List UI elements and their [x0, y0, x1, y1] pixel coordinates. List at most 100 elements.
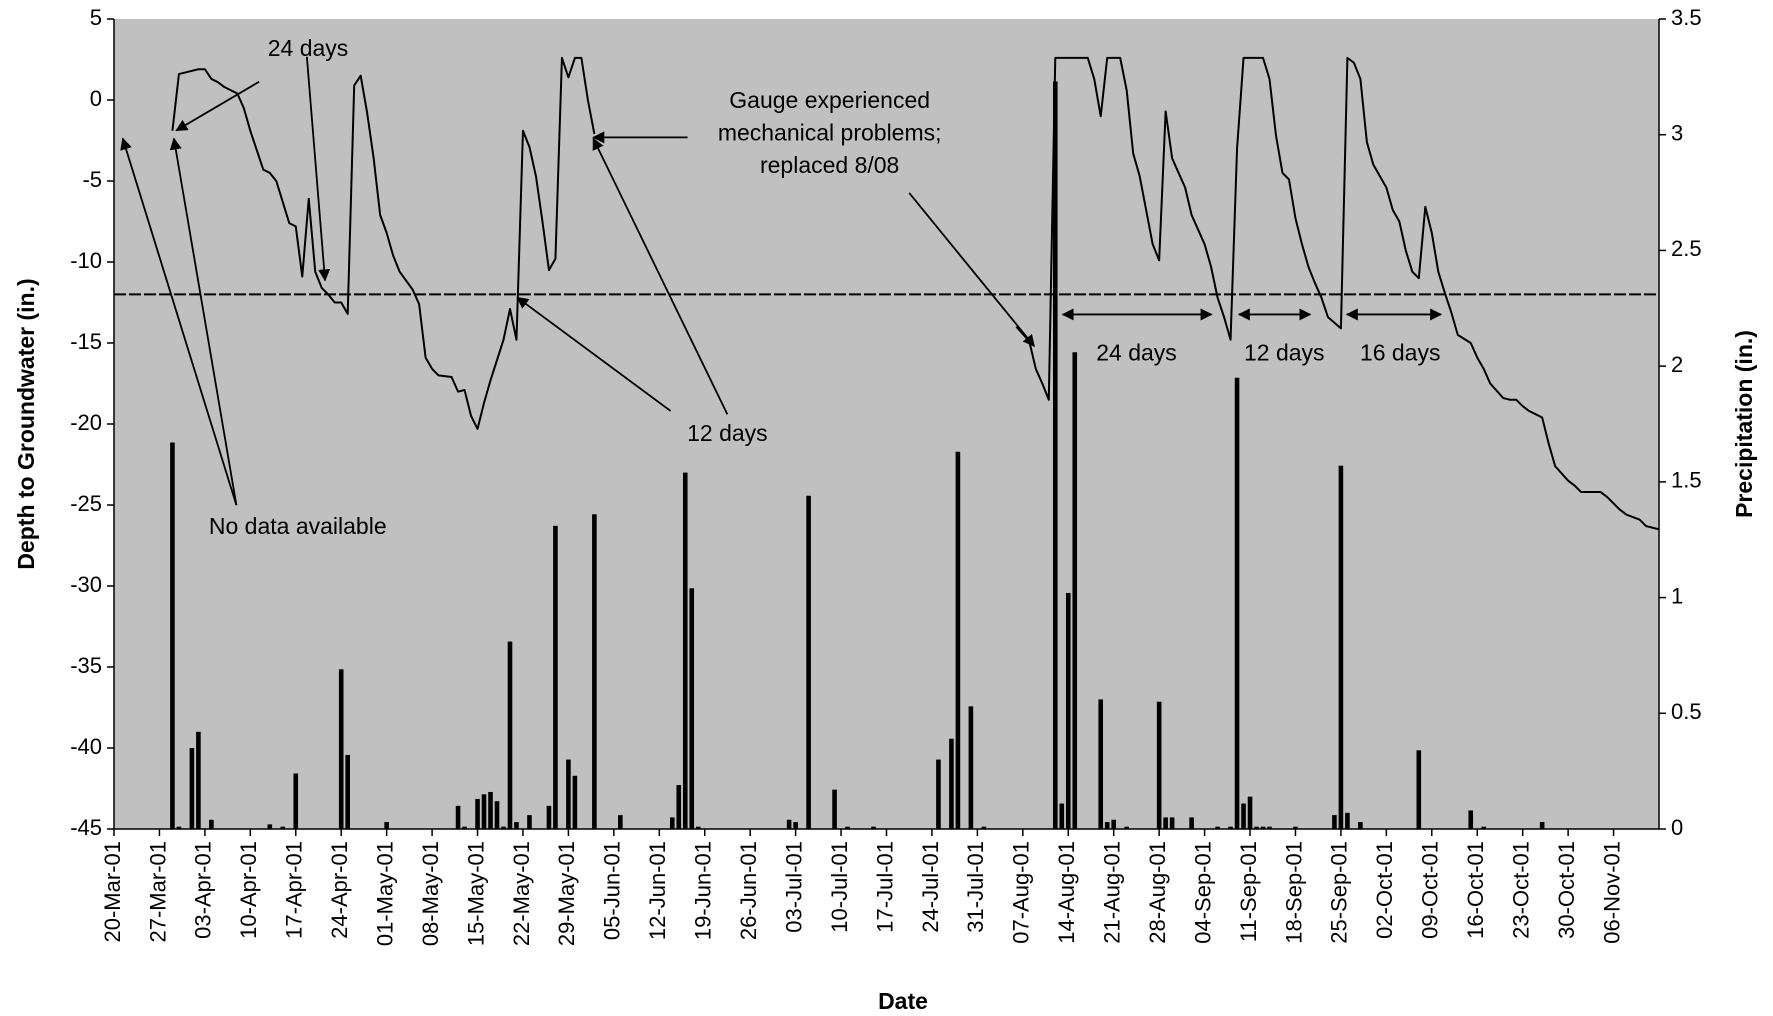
- y-tick-label: -40: [70, 734, 102, 759]
- precipitation-bar: [196, 731, 201, 829]
- precipitation-bar: [1332, 815, 1337, 829]
- x-tick-label: 01-May-01: [372, 841, 397, 946]
- annotation: 24 days: [1096, 339, 1177, 365]
- y-tick-label: 5: [90, 5, 102, 30]
- x-tick-label: 30-Oct-01: [1554, 841, 1579, 939]
- precipitation-bar: [1215, 826, 1220, 829]
- x-tick-label: 17-Apr-01: [282, 841, 307, 939]
- precipitation-bar: [1293, 826, 1298, 829]
- x-tick-label: 14-Aug-01: [1054, 841, 1079, 944]
- precipitation-bar: [1358, 822, 1363, 829]
- precipitation-bar: [1260, 826, 1266, 829]
- y2-tick-label: 1.5: [1671, 468, 1702, 493]
- y-tick-label: -10: [70, 248, 102, 273]
- x-tick-label: 20-Mar-01: [100, 841, 125, 942]
- x-tick-label: 21-Aug-01: [1100, 841, 1125, 944]
- precipitation-bar: [968, 706, 974, 829]
- x-tick-label: 10-Apr-01: [236, 841, 261, 939]
- x-tick-label: 04-Sep-01: [1190, 841, 1215, 944]
- y-tick-label: -5: [82, 167, 102, 192]
- annotation-arrow: [120, 137, 238, 506]
- y-tick-label: -45: [70, 815, 102, 840]
- precipitation-bar: [1267, 826, 1272, 829]
- precipitation-bar: [1228, 826, 1233, 829]
- precipitation-bar: [293, 773, 299, 829]
- precipitation-bar: [1098, 699, 1104, 829]
- annotation: No data available: [209, 513, 387, 539]
- precipitation-bar: [1111, 819, 1117, 829]
- x-tick-label: 05-Jun-01: [600, 841, 625, 940]
- precipitation-bar: [1163, 817, 1168, 829]
- precipitation-bar: [1254, 826, 1259, 829]
- annotation: replaced 8/08: [760, 152, 899, 178]
- precipitation-bar: [592, 514, 597, 829]
- x-tick-label: 23-Oct-01: [1508, 841, 1533, 939]
- precipitation-bar: [209, 819, 214, 829]
- precipitation-bar: [1065, 592, 1071, 829]
- precipitation-bar: [1124, 826, 1129, 829]
- precipitation-bar: [793, 822, 798, 829]
- precipitation-bar: [170, 442, 175, 829]
- precipitation-bar: [936, 759, 941, 829]
- precipitation-bar: [1416, 750, 1422, 829]
- y-tick-label: -15: [70, 329, 102, 354]
- precipitation-bar: [1156, 701, 1162, 829]
- precipitation-bar: [267, 824, 273, 829]
- x-tick-label: 18-Sep-01: [1281, 841, 1306, 944]
- annotation: 24 days: [268, 35, 349, 61]
- y2-tick-label: 2.5: [1671, 236, 1702, 261]
- precipitation-bar: [1059, 803, 1065, 829]
- y-tick-label: 0: [90, 86, 102, 111]
- y2-axis-title: Precipitation (in.): [1731, 330, 1757, 518]
- x-tick-label: 02-Oct-01: [1372, 841, 1397, 939]
- x-tick-label: 06-Nov-01: [1599, 841, 1624, 944]
- annotation-arrow: [516, 296, 672, 412]
- precipitation-bar: [566, 759, 571, 829]
- precipitation-bar: [845, 826, 850, 829]
- x-tick-label: 25-Sep-01: [1327, 841, 1352, 944]
- plot-background: [114, 19, 1659, 829]
- precipitation-bar: [1189, 817, 1194, 829]
- precipitation-bar: [572, 775, 578, 829]
- precipitation-bar: [501, 826, 506, 829]
- precipitation-bar: [338, 669, 344, 829]
- precipitation-bar: [1338, 465, 1344, 829]
- precipitation-bar: [507, 641, 513, 829]
- annotation-arrow: [175, 80, 260, 132]
- y-tick-label: -25: [70, 491, 102, 516]
- y2-tick-label: 3.5: [1671, 5, 1702, 30]
- precipitation-bar: [949, 738, 954, 829]
- y-tick-label: -20: [70, 410, 102, 435]
- precipitation-bar: [786, 819, 792, 829]
- x-tick-label: 12-Jun-01: [645, 841, 670, 940]
- precipitation-bar: [1234, 377, 1240, 829]
- precipitation-bar: [462, 826, 467, 829]
- x-tick-label: 28-Aug-01: [1145, 841, 1170, 944]
- precipitation-bar: [871, 826, 876, 829]
- precipitation-bar: [618, 815, 623, 829]
- y-tick-label: -30: [70, 572, 102, 597]
- x-tick-label: 03-Jul-01: [781, 841, 806, 933]
- precipitation-bar: [481, 794, 487, 829]
- precipitation-bar: [345, 754, 350, 829]
- y2-tick-label: 0: [1671, 815, 1683, 840]
- precipitation-bar: [475, 798, 480, 829]
- x-tick-label: 29-May-01: [554, 841, 579, 946]
- annotation: 16 days: [1360, 339, 1441, 365]
- precipitation-bar: [280, 826, 286, 829]
- precipitation-bar: [1539, 822, 1545, 829]
- precipitation-bar: [955, 451, 961, 829]
- precipitation-bar: [1241, 803, 1246, 829]
- x-tick-label: 16-Oct-01: [1463, 841, 1488, 939]
- annotation: 12 days: [1244, 339, 1325, 365]
- precipitation-bar: [176, 826, 182, 829]
- x-tick-label: 27-Mar-01: [145, 841, 170, 942]
- precipitation-bar: [494, 801, 500, 829]
- y-tick-label: -35: [70, 653, 102, 678]
- x-tick-label: 07-Aug-01: [1009, 841, 1034, 944]
- x-tick-label: 15-May-01: [463, 841, 488, 946]
- annotation-arrow: [592, 137, 729, 415]
- x-tick-label: 26-Jun-01: [736, 841, 761, 940]
- x-tick-label: 22-May-01: [509, 841, 534, 946]
